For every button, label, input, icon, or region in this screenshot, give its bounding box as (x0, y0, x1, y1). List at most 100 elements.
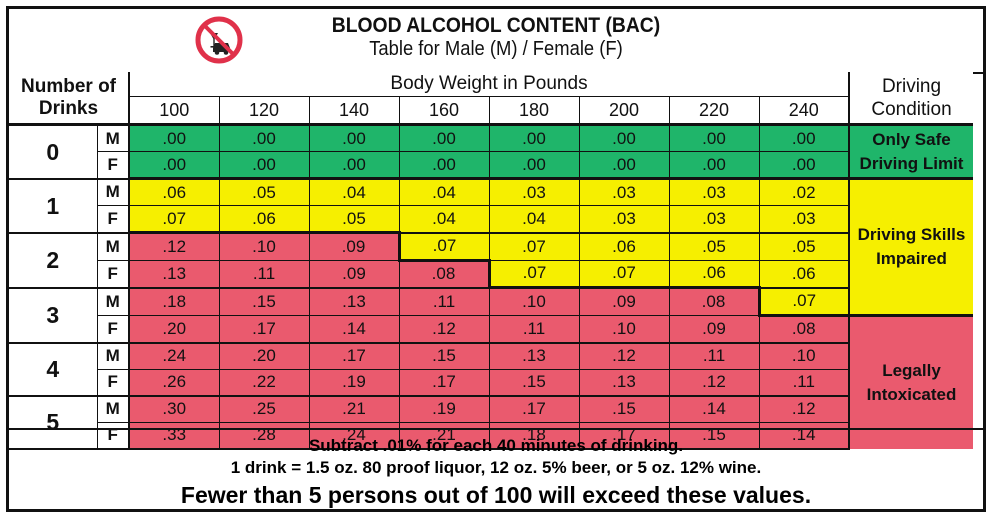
drink-definition-note: 1 drink = 1.5 oz. 80 proof liquor, 12 oz… (230, 458, 762, 477)
bac-value-cell: .17 (399, 369, 490, 397)
bac-value-cell: .11 (759, 369, 850, 397)
bac-value-cell: .00 (489, 124, 580, 152)
bac-value-cell: .11 (489, 315, 580, 344)
sex-label: F (97, 260, 130, 289)
bac-value-cell: .12 (129, 232, 220, 261)
time-adjustment-note: Subtract .01% for each 40 minutes of dri… (308, 436, 684, 455)
bac-value-cell: .00 (399, 124, 490, 152)
bac-value-cell: .00 (219, 124, 310, 152)
drinks-count-1: 1 (9, 178, 98, 234)
bac-value-cell: .04 (399, 178, 490, 206)
bac-value-cell: .11 (399, 287, 490, 316)
bac-value-cell: .14 (759, 422, 850, 450)
bac-value-cell: .17 (309, 342, 400, 370)
drinks-count-3: 3 (9, 287, 98, 344)
bac-value-cell: .06 (219, 205, 310, 234)
bac-value-cell: .05 (309, 205, 400, 234)
bac-value-cell: .07 (579, 260, 670, 289)
sex-label: F (97, 315, 130, 344)
bac-value-cell: .07 (129, 205, 220, 234)
disclaimer-note: Fewer than 5 persons out of 100 will exc… (180, 482, 812, 508)
bac-value-cell: .24 (309, 422, 400, 450)
bac-value-cell: .07 (397, 232, 490, 262)
bac-value-cell: .06 (579, 232, 670, 261)
bac-value-cell: .25 (219, 395, 310, 423)
page-subtitle: Table for Male (M) / Female (F) (369, 38, 623, 60)
bac-value-cell: .13 (309, 287, 400, 316)
bac-value-cell: .04 (489, 205, 580, 234)
bac-value-cell: .00 (759, 151, 850, 180)
bac-value-cell: .04 (309, 178, 400, 206)
bac-value-cell: .08 (399, 260, 490, 289)
bac-value-cell: .00 (129, 151, 220, 180)
bac-value-cell: .00 (579, 124, 670, 152)
bac-value-cell: .15 (399, 342, 490, 370)
bac-value-cell: .15 (489, 369, 580, 397)
bac-value-cell: .11 (669, 342, 760, 370)
weight-header-240: 240 (759, 96, 850, 126)
weight-header-160: 160 (399, 96, 490, 126)
body-weight-header: Body Weight in Pounds (128, 72, 849, 97)
weight-header-140: 140 (309, 96, 400, 126)
bac-value-cell: .18 (129, 287, 220, 316)
bac-value-cell: .15 (669, 422, 760, 450)
sex-label: F (97, 369, 130, 397)
bac-value-cell: .00 (309, 124, 400, 152)
bac-value-cell: .09 (309, 260, 400, 289)
bac-value-cell: .00 (669, 124, 760, 152)
bac-value-cell: .07 (757, 287, 850, 317)
sex-label: M (97, 232, 130, 261)
bac-value-cell: .07 (487, 260, 580, 289)
bac-value-cell: .26 (129, 369, 220, 397)
bac-value-cell: .13 (489, 342, 580, 370)
bac-value-cell: .06 (669, 260, 760, 289)
bac-value-cell: .30 (129, 395, 220, 423)
bac-value-cell: .17 (489, 395, 580, 423)
drinks-count-0: 0 (9, 124, 98, 180)
page-title: BLOOD ALCOHOL CONTENT (BAC) (331, 14, 661, 37)
sex-label: F (97, 205, 130, 234)
bac-value-cell: .12 (669, 369, 760, 397)
bac-value-cell: .21 (399, 422, 490, 450)
sex-label: M (97, 395, 130, 423)
bac-value-cell: .10 (579, 315, 670, 344)
drinks-count-5: 5 (9, 395, 98, 450)
bac-value-cell: .10 (489, 287, 580, 316)
bac-value-cell: .00 (129, 124, 220, 152)
header: BLOOD ALCOHOL CONTENT (BAC) Table for Ma… (9, 9, 983, 74)
bac-value-cell: .00 (399, 151, 490, 180)
bac-value-cell: .10 (759, 342, 850, 370)
bac-value-cell: .07 (489, 232, 580, 261)
condition-impaired: Driving Skills Impaired (849, 178, 973, 317)
bac-value-cell: .00 (579, 151, 670, 180)
sex-label: F (97, 151, 130, 180)
bac-value-cell: .03 (579, 178, 670, 206)
bac-value-cell: .12 (399, 315, 490, 344)
bac-value-cell: .10 (219, 232, 310, 261)
bac-value-cell: .03 (669, 205, 760, 234)
bac-value-cell: .00 (309, 151, 400, 180)
bac-value-cell: .20 (129, 315, 220, 344)
bac-value-cell: .11 (219, 260, 310, 289)
bac-value-cell: .12 (579, 342, 670, 370)
sex-label: M (97, 124, 130, 152)
bac-value-cell: .09 (579, 287, 670, 316)
bac-value-cell: .17 (579, 422, 670, 450)
bac-value-cell: .00 (669, 151, 760, 180)
weight-header-200: 200 (579, 96, 670, 126)
bac-value-cell: .20 (219, 342, 310, 370)
bac-table: Number of Drinks Body Weight in Pounds Dr… (9, 72, 973, 450)
bac-value-cell: .33 (129, 422, 220, 450)
bac-value-cell: .05 (669, 232, 760, 261)
weight-header-100: 100 (129, 96, 220, 126)
bac-value-cell: .28 (219, 422, 310, 450)
bac-value-cell: .02 (759, 178, 850, 206)
bac-value-cell: .18 (489, 422, 580, 450)
bac-value-cell: .19 (399, 395, 490, 423)
bac-value-cell: .13 (129, 260, 220, 289)
bac-value-cell: .19 (309, 369, 400, 397)
bac-value-cell: .06 (759, 260, 850, 289)
bac-value-cell: .08 (669, 287, 760, 316)
sex-label: F (97, 422, 130, 450)
sex-label: M (97, 287, 130, 316)
